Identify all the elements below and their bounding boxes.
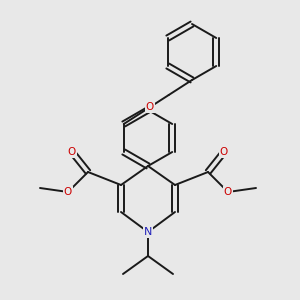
Text: O: O — [68, 147, 76, 157]
Text: O: O — [64, 187, 72, 197]
Text: O: O — [146, 102, 154, 112]
Text: O: O — [224, 187, 232, 197]
Text: N: N — [144, 227, 152, 237]
Text: O: O — [220, 147, 228, 157]
